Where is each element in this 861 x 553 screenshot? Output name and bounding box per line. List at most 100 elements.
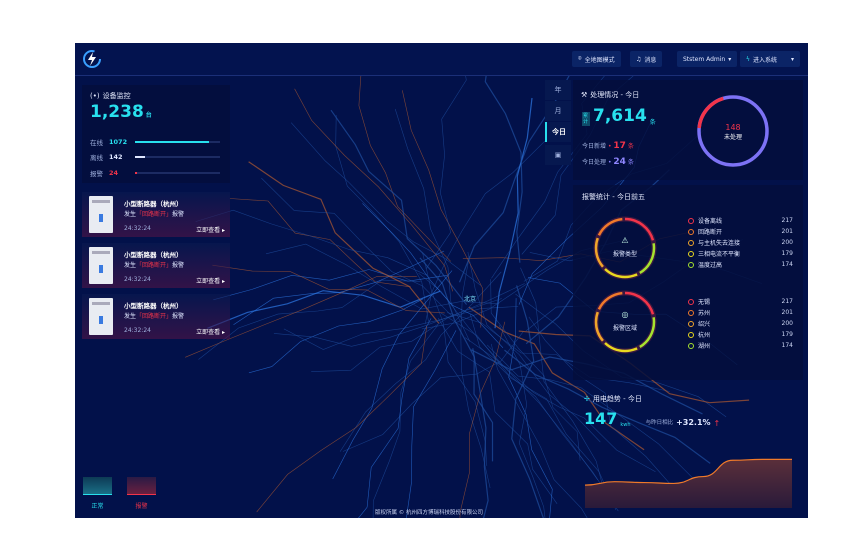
map-road [520, 267, 607, 502]
normal-legend-label: 正常 [91, 503, 104, 510]
alarm-desc: 发生「回路断开」报警 [124, 313, 185, 320]
enter-system-button[interactable]: ϟ 进入系统 ▾ [740, 51, 800, 67]
power-value: 147 kwh 与昨日相比 +32.1% ↑ [584, 409, 721, 428]
processing-title: 处理情况 - 今日 [590, 91, 640, 99]
legend-item: 设备离线 217 [688, 216, 793, 225]
alarm-time: 24:32:24 [124, 276, 151, 283]
tools-icon: ⚒ [581, 91, 588, 99]
copyright: 版权所属 © 杭州四方博瑞科技股份有限公司 [375, 510, 483, 516]
map-road [440, 312, 619, 512]
legend-dot [688, 331, 694, 338]
map-road [311, 283, 525, 372]
breaker-image [89, 298, 113, 335]
map-road [330, 109, 468, 305]
view-now-link[interactable]: 立即查看 ▸ [196, 329, 225, 336]
map-mode-button[interactable]: ⌾ 全地图模式 [572, 51, 621, 67]
map-road [233, 250, 445, 326]
enter-system-label: 进入系统 [752, 56, 777, 64]
view-now-link[interactable]: 立即查看 ▸ [196, 227, 225, 234]
map-road [494, 97, 533, 329]
map-road [372, 324, 439, 518]
map-road [490, 343, 588, 518]
stat-offline: 离线 142 [90, 152, 220, 162]
map-road [528, 316, 678, 493]
caret-down-icon: ▾ [728, 55, 732, 63]
messages-button[interactable]: ♫ 消息 [630, 51, 663, 67]
map-road [504, 349, 711, 464]
tab-year[interactable]: 年 [545, 80, 571, 100]
device-monitor-panel: (•) 设备监控 1,238 台 在线 1072 离线 142 报警 24 [82, 85, 230, 183]
map-road [335, 115, 429, 322]
pending-value: 148 [725, 123, 740, 132]
donut-segment [594, 217, 656, 279]
location-pin-icon: ⌾ [578, 55, 582, 62]
donut-segment [594, 291, 656, 353]
user-menu[interactable]: Ststem Admin ▾ [677, 51, 738, 67]
map-road [394, 108, 471, 342]
online-bar [135, 141, 220, 143]
map-road [290, 122, 482, 286]
alarm-region-donut: ◎ 报警区域 [593, 290, 657, 354]
handled-today: 今日处理 • 24 条 [582, 157, 634, 167]
alarm-type-label: 报警类型 [613, 250, 637, 258]
legend-item: 三相电流不平衡 179 [688, 249, 793, 258]
alarm-legend-swatch [127, 477, 156, 495]
offline-bar [135, 156, 220, 158]
alarm-bar [135, 172, 220, 174]
legend-dot [688, 261, 694, 268]
map-road [265, 243, 500, 310]
map-road [342, 331, 524, 452]
device-total: 1,238 台 [90, 102, 152, 122]
map-mode-label: 全地图模式 [584, 56, 615, 64]
arrow-up-icon: ↑ [713, 419, 721, 428]
donut-segment [594, 217, 656, 279]
donut-segment [594, 291, 656, 353]
breaker-image [89, 247, 113, 284]
map-road [467, 251, 601, 443]
map-road [418, 272, 599, 481]
stat-alarm: 报警 24 [90, 168, 220, 178]
alarm-type-donut: ⚠ 报警类型 [593, 216, 657, 280]
map-road [508, 298, 553, 518]
alarm-region-label: 报警区域 [613, 324, 637, 332]
legend-item: 与主机失去连接 200 [688, 238, 793, 247]
warning-icon: ⚠ [621, 236, 628, 245]
power-title: 用电趋势 - 今日 [592, 395, 642, 403]
map-road [406, 330, 457, 518]
map-road [468, 306, 645, 451]
tab-month[interactable]: 月 [545, 101, 571, 121]
power-area-chart [585, 458, 792, 508]
view-now-link[interactable]: 立即查看 ▸ [196, 278, 225, 285]
map-road [358, 70, 452, 262]
alarm-time: 24:32:24 [124, 225, 151, 232]
donut-segment [594, 291, 656, 353]
legend-item: 温度过高 174 [688, 260, 793, 269]
stat-online: 在线 1072 [90, 137, 220, 147]
bell-icon: ♫ [636, 55, 642, 63]
breaker-image [89, 196, 113, 233]
dashboard: 北京 ⌾ 全地图模式 ♫ 消息 Ststem Admin ▾ ϟ 进入系统 ▾ (•) 设备… [75, 43, 808, 518]
alarm-legend-label: 报警 [135, 503, 148, 510]
fan-icon: ✢ [584, 395, 590, 403]
legend-dot [688, 309, 694, 316]
map-road [472, 348, 489, 518]
map-road [422, 252, 488, 466]
donut-segment [594, 217, 656, 279]
map-road [261, 177, 453, 318]
processing-panel: ⚒ 处理情况 - 今日 累计 7,614 条 今日新增 • 17 条 今日处理 •… [573, 80, 803, 180]
legend-dot [688, 217, 694, 224]
alarm-card: 小型断路器（杭州） 发生「回路断开」报警 24:32:24 立即查看 ▸ [82, 192, 230, 237]
calendar-button[interactable]: ▣ [545, 145, 571, 165]
map-road [447, 312, 670, 392]
caret-down-icon: ▾ [790, 55, 794, 63]
power-line [585, 458, 792, 486]
legend-item: 杭州 179 [688, 330, 793, 339]
map-road [198, 279, 421, 360]
map-road [339, 271, 502, 452]
tab-today[interactable]: 今日 [545, 122, 571, 142]
device-name: 小型断路器（杭州） [124, 200, 183, 208]
legend-item: 湖州 174 [688, 341, 793, 350]
alarm-time: 24:32:24 [124, 327, 151, 334]
messages-label: 消息 [644, 56, 657, 64]
legend-dot [688, 239, 694, 246]
